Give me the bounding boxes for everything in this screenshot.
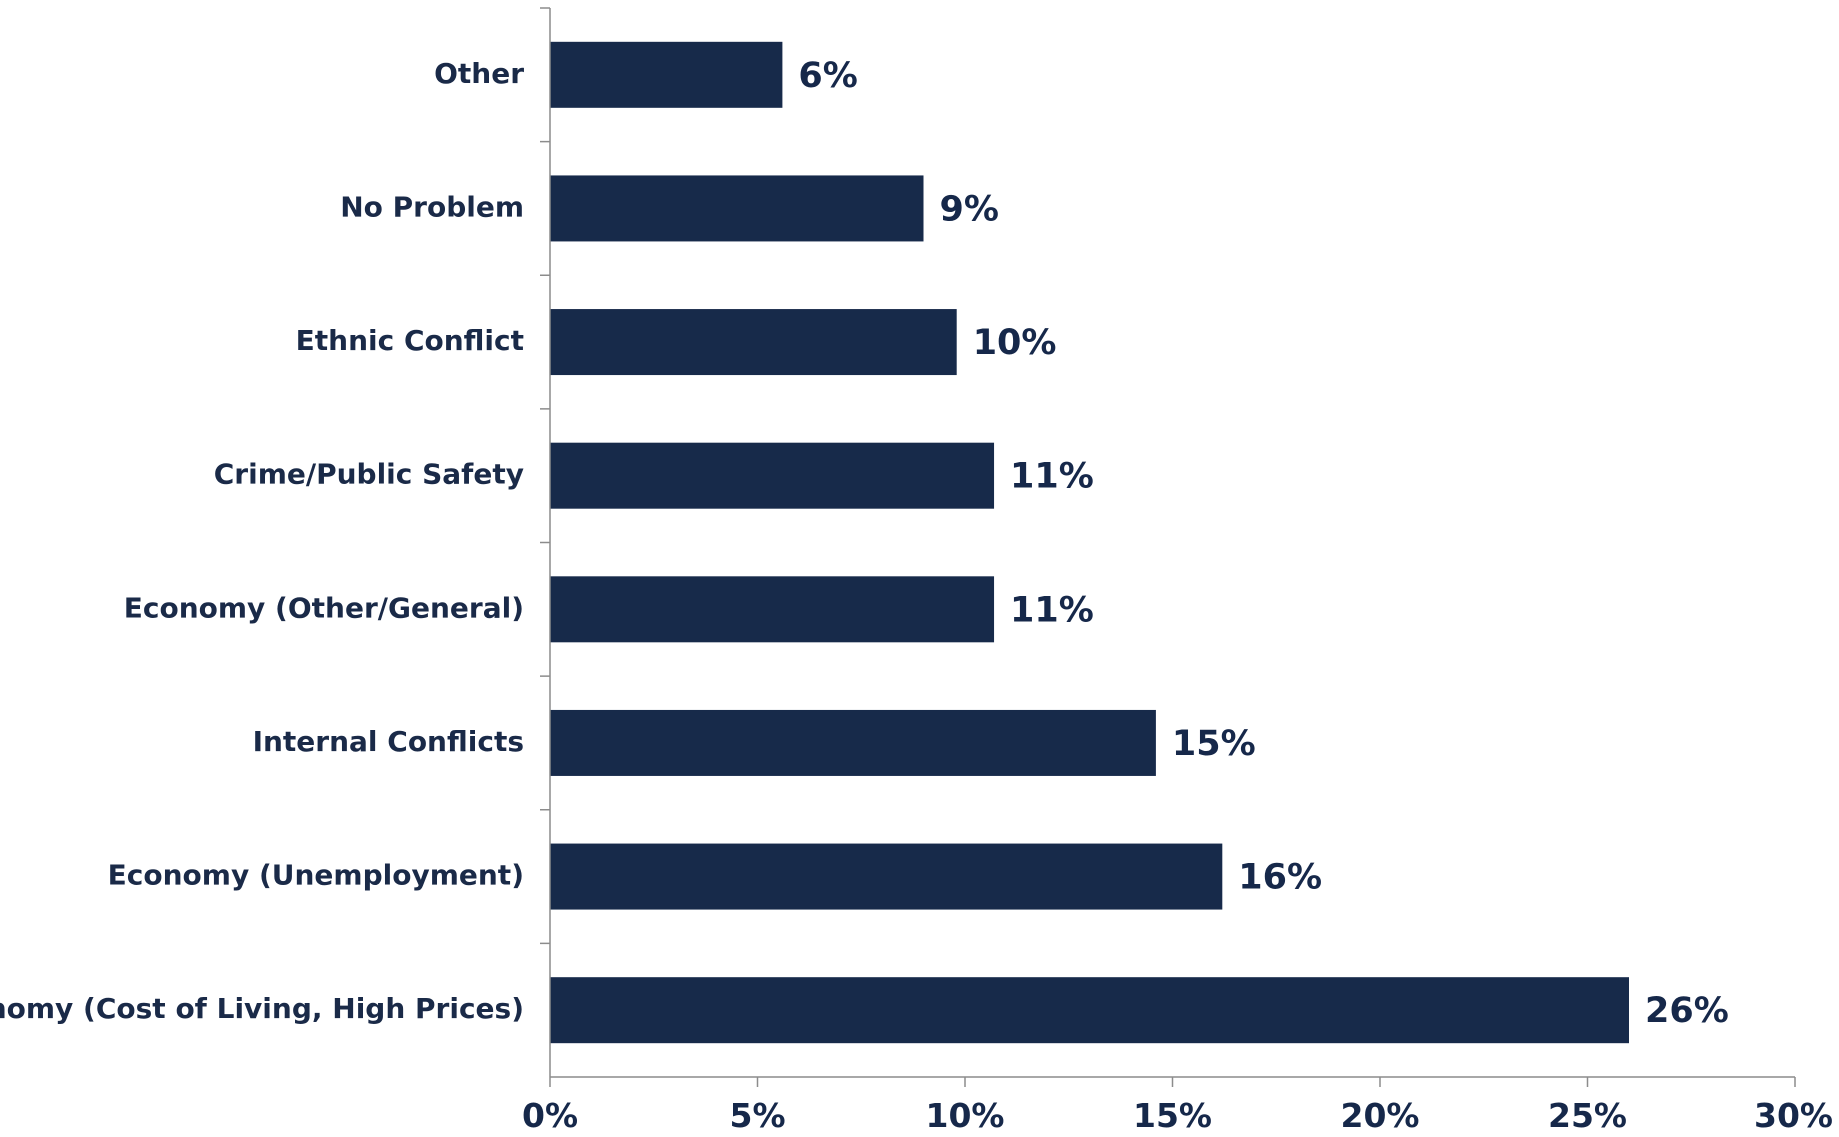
category-labels: Other No Problem Ethnic Conflict Crime/Publ… [0,57,524,1025]
x-tick-label-4: 20% [1341,1096,1420,1135]
x-tick-label-0: 0% [522,1096,578,1135]
category-label-6: Economy (Unemployment) [108,859,524,892]
category-label-2: Ethnic Conflict [296,324,524,357]
category-label-0: Other [434,57,524,90]
category-label-3: Crime/Public Safety [214,458,524,491]
bar-4 [550,576,995,643]
value-label-4: 11% [1010,590,1094,630]
category-label-7: Economy (Cost of Living, High Prices) [0,992,524,1025]
bar-6 [550,843,1223,910]
x-tick-labels: 0% 5% 10% 15% 20% 25% 30% [522,1096,1833,1135]
value-label-1: 9% [940,189,999,229]
category-label-1: No Problem [340,190,524,223]
x-tick-label-1: 5% [729,1096,785,1135]
axes-group [540,7,1796,1087]
bars-group [550,41,1629,1044]
value-label-6: 16% [1238,858,1322,898]
value-label-5: 15% [1172,724,1256,764]
bar-2 [550,309,957,376]
x-tick-label-3: 15% [1133,1096,1212,1135]
value-labels: 6% 9% 10% 11% 11% 15% 16% 26% [798,56,1728,1031]
category-label-4: Economy (Other/General) [124,591,524,624]
bar-7 [550,977,1629,1044]
bar-0 [550,41,783,108]
category-label-5: Internal Conflicts [253,725,524,758]
x-tick-label-6: 30% [1754,1096,1833,1135]
bar-1 [550,175,924,242]
bar-3 [550,442,995,509]
x-tick-label-5: 25% [1548,1096,1627,1135]
value-label-3: 11% [1010,457,1094,497]
value-label-2: 10% [973,323,1057,363]
bar-5 [550,709,1156,776]
x-tick-label-2: 10% [926,1096,1005,1135]
value-label-7: 26% [1645,991,1729,1031]
value-label-0: 6% [798,56,857,96]
